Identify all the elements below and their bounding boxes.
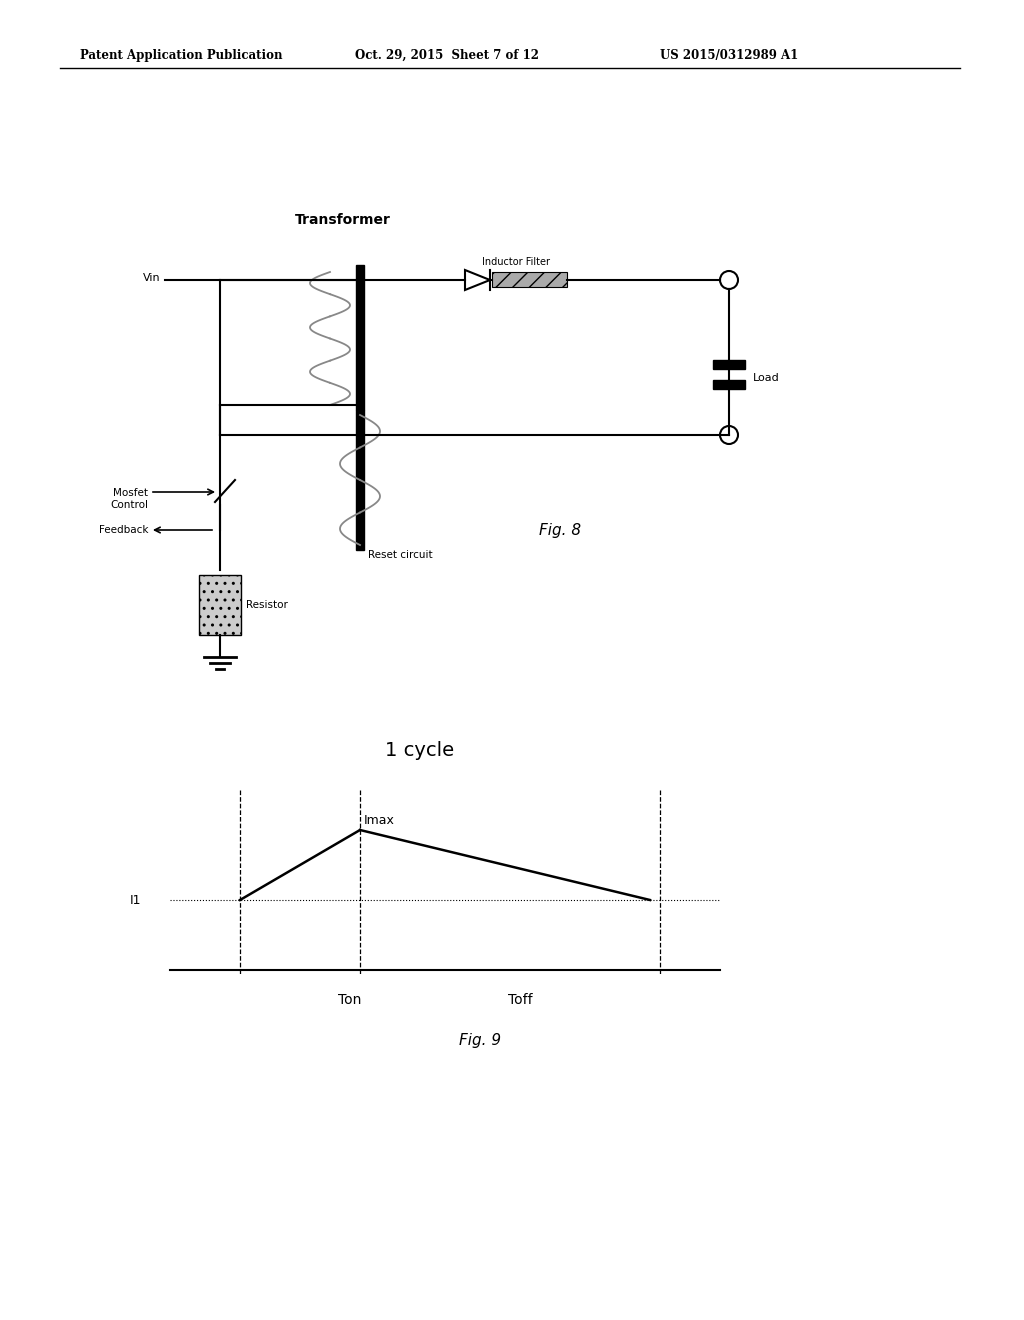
- Text: Oct. 29, 2015  Sheet 7 of 12: Oct. 29, 2015 Sheet 7 of 12: [355, 49, 539, 62]
- Text: Ton: Ton: [338, 993, 361, 1007]
- Text: Imax: Imax: [364, 813, 395, 826]
- Text: Inductor Filter: Inductor Filter: [482, 257, 550, 267]
- Text: Resistor: Resistor: [246, 601, 288, 610]
- Text: Fig. 9: Fig. 9: [459, 1032, 501, 1048]
- Text: 1 cycle: 1 cycle: [385, 741, 455, 759]
- Text: Vin: Vin: [143, 273, 161, 282]
- Text: Patent Application Publication: Patent Application Publication: [80, 49, 283, 62]
- Text: Mosfet
Control: Mosfet Control: [110, 488, 148, 510]
- Text: US 2015/0312989 A1: US 2015/0312989 A1: [660, 49, 799, 62]
- Bar: [492, 272, 567, 286]
- Bar: [713, 360, 745, 370]
- Text: Toff: Toff: [508, 993, 532, 1007]
- Text: I1: I1: [130, 894, 141, 907]
- Bar: [199, 576, 241, 635]
- Bar: [713, 380, 745, 389]
- Text: Fig. 8: Fig. 8: [539, 523, 581, 537]
- Text: Feedback: Feedback: [98, 525, 148, 535]
- Text: Transformer: Transformer: [295, 213, 391, 227]
- Bar: [356, 411, 364, 550]
- Text: Load: Load: [753, 374, 779, 383]
- Text: Reset circuit: Reset circuit: [368, 550, 432, 560]
- Bar: [356, 265, 364, 411]
